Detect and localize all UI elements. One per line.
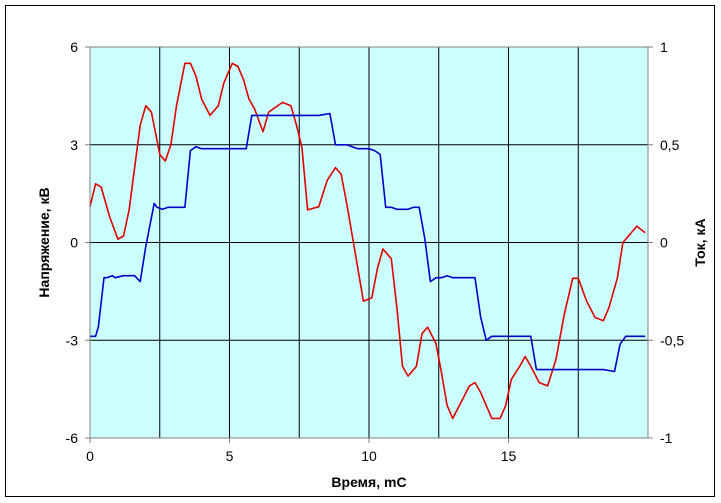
y2-tick-label: -1: [660, 430, 673, 446]
y-axis-title: Напряжение, кВ: [36, 187, 52, 297]
gridlines: [90, 47, 648, 438]
y-tick-label: 6: [70, 39, 78, 55]
y2-tick-label: 1: [660, 39, 668, 55]
series-layer: [89, 62, 646, 420]
x-axis-title: Время, mC: [331, 474, 406, 490]
y2-tick-label: 0: [660, 235, 668, 251]
y2-axis-title: Ток, кА: [692, 218, 708, 266]
y-tick-label: 0: [70, 235, 78, 251]
x-tick-label: 10: [361, 448, 377, 464]
x-tick-label: 5: [226, 448, 234, 464]
x-tick-label: 15: [501, 448, 517, 464]
y2-tick-label: -0,5: [660, 332, 684, 348]
tick-labels: 0 5 10 15 6 3 0 -3 -6 1 0,5 0 -0,5 -1: [66, 39, 685, 464]
series-line-1: [89, 62, 646, 420]
x-tick-label: 0: [86, 448, 94, 464]
y-tick-label: -6: [66, 430, 79, 446]
y-tick-label: -3: [66, 332, 79, 348]
series-line-2: [90, 112, 646, 373]
y-tick-label: 3: [70, 137, 78, 153]
y2-tick-label: 0,5: [660, 137, 680, 153]
